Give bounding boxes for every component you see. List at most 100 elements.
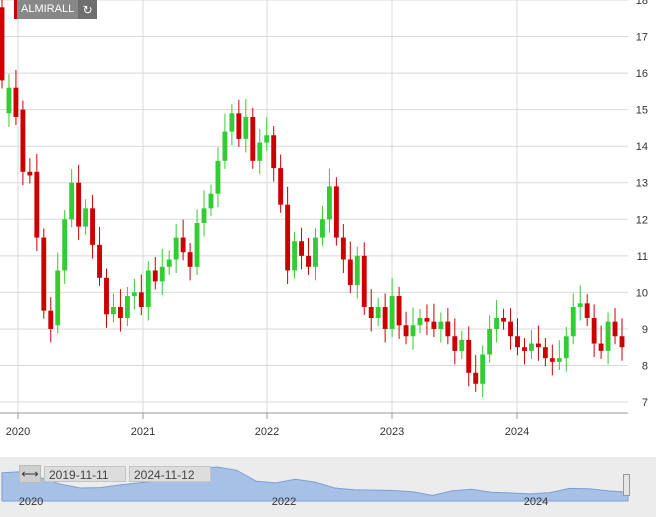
candle <box>333 177 339 246</box>
candle-body <box>229 113 235 132</box>
candle-body <box>48 310 54 329</box>
candle-body <box>215 160 221 194</box>
candle <box>438 312 444 343</box>
navigator[interactable]: 2020 2022 2024 ⟷ 2019-11-11 2024-11-12 <box>0 457 656 517</box>
candle <box>522 338 527 365</box>
y-tick-label: 14 <box>636 141 648 153</box>
candle <box>529 330 534 359</box>
y-tick-label: 9 <box>642 324 648 336</box>
candle <box>124 286 130 327</box>
candle <box>487 315 493 363</box>
candle-body <box>535 343 541 348</box>
candle <box>306 237 311 275</box>
candle <box>250 107 256 169</box>
candle <box>361 242 367 316</box>
candle-body <box>278 168 284 205</box>
candle-body <box>264 135 270 143</box>
candle <box>180 219 186 261</box>
candle-body <box>577 303 583 308</box>
candle <box>159 248 165 295</box>
candle <box>215 147 221 208</box>
refresh-icon[interactable]: ↻ <box>78 0 98 19</box>
candle-body <box>480 354 486 384</box>
candle-body <box>194 222 200 267</box>
candle-body <box>41 237 47 311</box>
candle-body <box>424 317 430 322</box>
candle-body <box>333 186 339 238</box>
candle <box>194 209 200 275</box>
range-selector: ⟷ 2019-11-11 2024-11-12 <box>19 465 211 483</box>
candle-body <box>591 317 597 344</box>
candle-body <box>152 270 158 282</box>
candle-body <box>243 116 249 139</box>
navigator-x-label: 2022 <box>272 496 296 508</box>
candles <box>0 0 625 398</box>
range-arrows-icon[interactable]: ⟷ <box>19 465 41 483</box>
candle-body <box>473 372 479 384</box>
candle-body <box>389 296 395 329</box>
candle-body <box>187 252 193 267</box>
candle-body <box>131 292 137 297</box>
candle <box>577 285 583 321</box>
candle-body <box>285 204 291 271</box>
candle <box>117 289 123 332</box>
candle <box>549 344 555 376</box>
y-tick-label: 13 <box>636 178 648 190</box>
candle <box>584 294 590 327</box>
candle <box>62 210 68 284</box>
candle <box>375 297 381 327</box>
candle <box>285 186 291 284</box>
candle <box>605 312 611 365</box>
candle-body <box>34 171 40 238</box>
candle-body <box>13 87 19 117</box>
candle <box>27 158 33 184</box>
candle <box>13 69 19 125</box>
candle <box>619 318 625 361</box>
candle-body <box>55 270 61 326</box>
candle-body <box>361 255 367 308</box>
candle <box>76 164 82 241</box>
candle <box>187 243 193 281</box>
candle <box>41 228 47 319</box>
candle <box>104 268 109 328</box>
candle-body <box>117 307 123 318</box>
candle <box>20 100 26 186</box>
candle <box>473 354 479 392</box>
candle-body <box>27 171 33 176</box>
candle <box>570 293 576 345</box>
candle <box>278 154 284 213</box>
candle-body <box>145 270 151 308</box>
candle-body <box>515 336 520 348</box>
candle-body <box>612 321 618 337</box>
candle <box>382 293 388 343</box>
candle-body <box>368 307 374 318</box>
candle <box>173 224 179 274</box>
candle <box>480 345 486 398</box>
range-to-input[interactable]: 2024-11-12 <box>129 466 211 482</box>
candle-body <box>522 347 527 351</box>
navigator-area <box>1 466 629 502</box>
candle-body <box>0 7 5 81</box>
candle <box>264 117 270 151</box>
candle <box>166 250 172 275</box>
candle-body <box>396 296 402 326</box>
x-tick-label: 2024 <box>505 426 529 438</box>
candle-body <box>83 208 89 227</box>
candle <box>90 194 95 259</box>
candle-body <box>320 219 325 238</box>
range-from-input[interactable]: 2019-11-11 <box>44 466 126 482</box>
navigator-x-labels: 2020 2022 2024 <box>19 496 548 508</box>
candle-body <box>508 321 513 337</box>
candle-body <box>459 339 465 351</box>
y-tick-label: 16 <box>636 68 648 80</box>
candle-body <box>375 307 381 318</box>
candle <box>542 338 548 367</box>
candle <box>452 318 458 365</box>
candle-body <box>62 219 68 271</box>
navigator-right-handle[interactable] <box>623 474 630 496</box>
candle-body <box>138 292 144 308</box>
symbol-label: ALMIRALL ↻ <box>14 0 98 19</box>
candle-body <box>431 321 437 329</box>
candle-body <box>445 321 451 337</box>
